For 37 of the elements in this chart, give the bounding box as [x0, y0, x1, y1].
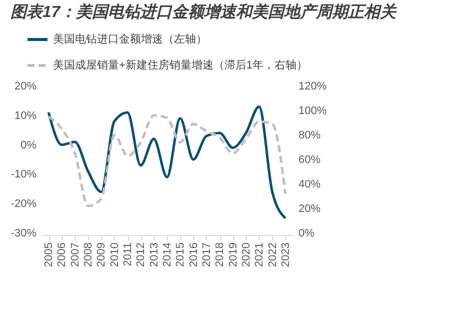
x-tick-label: 2005: [43, 242, 56, 267]
y2-tick-label: 40%: [298, 178, 321, 190]
x-tick-label: 2006: [56, 242, 68, 267]
x-tick-label: 2022: [266, 242, 279, 267]
x-tick-label: 2014: [162, 242, 174, 267]
x-tick-label: 2020: [240, 242, 252, 267]
x-tick-label: 2018: [214, 242, 226, 267]
line-series: [47, 105, 287, 220]
y2-tick-label: 100%: [298, 105, 327, 117]
x-tick-label: 2012: [135, 242, 148, 267]
y2-tick-label: 60%: [298, 154, 321, 166]
y-tick-label: 10%: [14, 110, 37, 122]
x-tick-label: 2016: [188, 242, 200, 267]
y2-tick-label: 80%: [298, 130, 321, 142]
y-tick-label: 0%: [20, 139, 37, 152]
x-tick-label: 2021: [254, 242, 266, 267]
x-tick-label: 2019: [227, 242, 240, 267]
y2-tick-label: 0%: [298, 228, 315, 240]
x-tick-label: 2010: [108, 242, 121, 267]
legend-label: 美国成屋销量+新建住房销量增速（滞后1年，右轴）: [53, 58, 308, 72]
line-series: [47, 114, 287, 208]
y2-tick-label: 120%: [298, 80, 327, 92]
y2-tick-label: 20%: [298, 203, 321, 215]
x-tick-label: 2023: [280, 242, 292, 267]
x-tick-label: 2017: [200, 242, 213, 267]
x-tick-label: 2007: [69, 242, 82, 267]
x-tick-label: 2013: [148, 242, 160, 267]
y-tick-label: 20%: [14, 80, 37, 92]
y-tick-label: -10%: [10, 168, 37, 181]
y-tick-label: -20%: [10, 198, 37, 210]
x-tick-label: 2015: [174, 242, 187, 267]
chart-title: 图表17：美国电钻进口金额增速和美国地产周期正相关: [10, 2, 398, 21]
y-tick-label: -30%: [10, 228, 37, 240]
x-tick-label: 2009: [96, 242, 108, 267]
x-tick-label: 2008: [82, 242, 95, 267]
x-tick-label: 2011: [122, 242, 134, 266]
legend-label: 美国电钻进口金额增速（左轴）: [53, 32, 207, 46]
